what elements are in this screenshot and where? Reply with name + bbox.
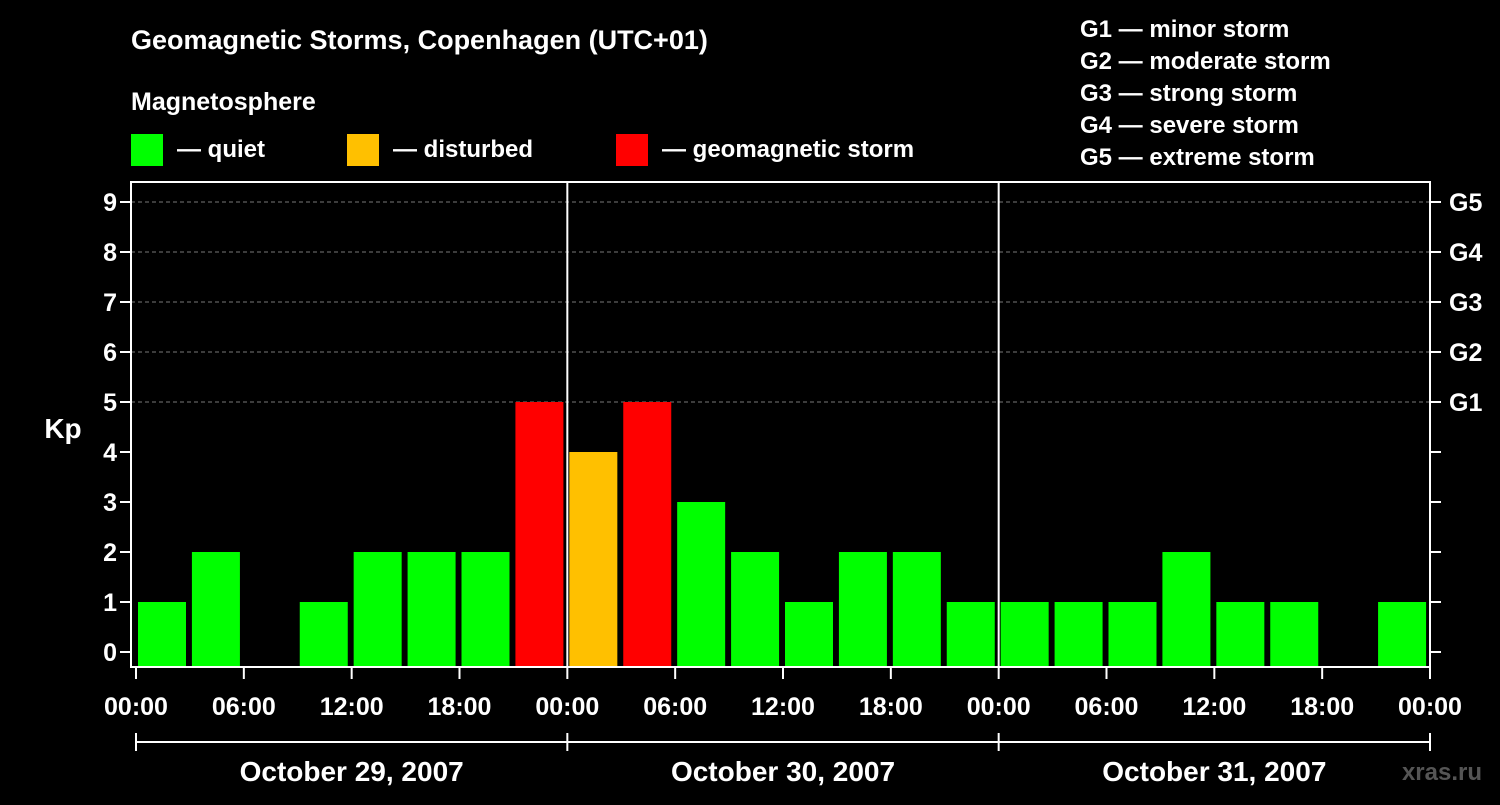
bar	[677, 502, 726, 667]
x-tick-label: 00:00	[535, 693, 599, 721]
bar	[1000, 602, 1049, 667]
bar	[946, 602, 995, 667]
bar	[892, 552, 941, 667]
bar	[838, 552, 887, 667]
bar	[461, 552, 510, 667]
x-tick-label: 12:00	[320, 693, 384, 721]
x-axis-ticks: 00:00 06:00 12:00 18:00 00:00 06:00 12:00 18:00…	[104, 667, 1462, 721]
x-tick-label: 06:00	[1075, 693, 1139, 721]
y-tick-label: 3	[103, 489, 117, 517]
legend-label-disturbed: — disturbed	[393, 136, 533, 163]
plot-frame	[130, 181, 1431, 668]
bar	[299, 602, 348, 667]
scale-legend-g3: G3 — strong storm	[1080, 80, 1297, 107]
day-axis: October 29, 2007 October 30, 2007 October …	[135, 733, 1431, 787]
watermark: xras.ru	[1402, 759, 1482, 786]
bar	[515, 402, 564, 667]
x-tick-label: 18:00	[859, 693, 923, 721]
day-dividers	[566, 182, 1000, 667]
storm-scale-label: G5	[1449, 189, 1482, 217]
bar	[191, 552, 240, 667]
chart-title: Geomagnetic Storms, Copenhagen (UTC+01)	[131, 25, 708, 55]
storm-scale-legend: G1 — minor storm G2 — moderate storm G3 …	[1080, 16, 1331, 171]
y-tick-label: 9	[103, 189, 117, 217]
day-label: October 29, 2007	[240, 756, 464, 787]
scale-legend-g2: G2 — moderate storm	[1080, 48, 1331, 75]
storm-scale-label: G4	[1449, 239, 1482, 267]
bar	[1270, 602, 1319, 667]
x-tick-label: 12:00	[751, 693, 815, 721]
x-tick-label: 12:00	[1182, 693, 1246, 721]
grid-lines	[131, 201, 1430, 403]
scale-legend-g4: G4 — severe storm	[1080, 112, 1299, 139]
x-tick-label: 00:00	[104, 693, 168, 721]
bars	[138, 402, 1427, 667]
y-tick-label: 8	[103, 239, 117, 267]
legend-swatch-storm	[616, 134, 648, 166]
bar	[353, 552, 402, 667]
day-label: October 31, 2007	[1102, 756, 1326, 787]
bar	[1162, 552, 1211, 667]
storm-scale-label: G1	[1449, 389, 1482, 417]
bar	[407, 552, 456, 667]
legend-label-quiet: — quiet	[177, 136, 265, 163]
chart-subtitle: Magnetosphere	[131, 88, 316, 116]
x-tick-label: 00:00	[1398, 693, 1462, 721]
bar	[138, 602, 186, 667]
x-tick-label: 18:00	[428, 693, 492, 721]
bar	[569, 452, 618, 667]
legend-swatch-quiet	[131, 134, 163, 166]
bar	[731, 552, 780, 667]
bar	[623, 402, 672, 667]
legend-swatch-disturbed	[347, 134, 379, 166]
scale-legend-g5: G5 — extreme storm	[1080, 144, 1315, 171]
legend-label-storm: — geomagnetic storm	[662, 136, 914, 163]
x-tick-label: 00:00	[967, 693, 1031, 721]
y-tick-label: 7	[103, 289, 117, 317]
y-axis-ticks: 0 1 2 3 4 5 6 7 8 9	[103, 189, 131, 667]
bar	[1216, 602, 1265, 667]
y-axis-label: Kp	[44, 413, 81, 444]
bar	[1054, 602, 1103, 667]
x-tick-label: 06:00	[212, 693, 276, 721]
y-tick-label: 6	[103, 339, 117, 367]
bar	[1378, 602, 1427, 667]
storm-scale-axis: G1 G2 G3 G4 G5	[1430, 189, 1482, 653]
bar	[1108, 602, 1157, 667]
day-label: October 30, 2007	[671, 756, 895, 787]
bar	[785, 602, 833, 667]
storm-scale-label: G3	[1449, 289, 1482, 317]
status-legend: — quiet — disturbed — geomagnetic storm	[131, 134, 914, 166]
x-tick-label: 18:00	[1290, 693, 1354, 721]
y-tick-label: 5	[103, 389, 117, 417]
scale-legend-g1: G1 — minor storm	[1080, 16, 1289, 43]
y-tick-label: 1	[103, 589, 117, 617]
y-tick-label: 2	[103, 539, 117, 567]
y-tick-label: 0	[103, 639, 117, 667]
y-tick-label: 4	[103, 439, 117, 467]
storm-scale-label: G2	[1449, 339, 1482, 367]
x-tick-label: 06:00	[643, 693, 707, 721]
